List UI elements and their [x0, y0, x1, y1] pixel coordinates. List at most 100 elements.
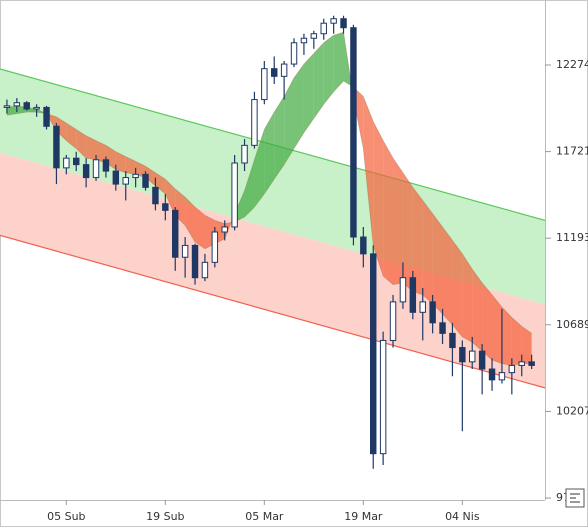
x-tick-label: 19 Sub [146, 510, 184, 523]
tool-icon[interactable] [565, 488, 585, 508]
candle-body [241, 144, 248, 164]
ma-cloud [511, 317, 522, 366]
ma-cloud [244, 159, 255, 217]
tool-icon-glyph [570, 493, 580, 503]
candle-body [13, 102, 21, 107]
ma-cloud [274, 96, 285, 180]
candle-body [310, 33, 318, 39]
y-tick-label: 12274 [556, 58, 588, 71]
candle-body [211, 231, 219, 263]
x-tick-label: 04 Nis [445, 510, 480, 523]
ma-cloud [492, 294, 502, 364]
ma-cloud [313, 42, 324, 119]
ma-cloud [185, 197, 196, 243]
ma-cloud [294, 64, 304, 149]
candle-body [162, 203, 169, 211]
ma-cloud [145, 166, 156, 186]
ma-cloud [462, 253, 473, 343]
candle-body [63, 157, 70, 169]
ma-cloud [402, 172, 413, 292]
candle-body [251, 99, 258, 146]
candle-body [231, 162, 238, 228]
candle-body [132, 173, 139, 179]
x-tick-label: 05 Sub [47, 510, 85, 523]
candle-body [478, 350, 486, 370]
channel-lower-band [0, 152, 545, 388]
candle-body [3, 105, 11, 108]
candle-body [389, 301, 397, 341]
y-tick-label: 11721 [556, 145, 588, 158]
y-tick-label: 10207 [556, 404, 588, 417]
ma-cloud [482, 282, 493, 361]
ma-cloud [36, 108, 47, 114]
ma-cloud [254, 129, 265, 208]
candle-body [340, 18, 347, 29]
candle-body [488, 368, 496, 381]
ma-cloud [96, 140, 106, 164]
candle-body [498, 372, 506, 381]
ma-cloud [432, 213, 443, 315]
candle-body [518, 361, 525, 366]
candle-body [73, 157, 80, 166]
ma-cloud [125, 156, 136, 175]
ma-cloud [422, 200, 433, 304]
ma-cloud [56, 116, 67, 141]
candle-body [201, 261, 209, 279]
candle-body [92, 159, 100, 179]
ma-cloud [284, 77, 295, 165]
candle-body [370, 253, 377, 455]
ma-cloud [521, 326, 532, 364]
candle-body [508, 364, 516, 374]
candle-body [261, 68, 268, 101]
candle-body [439, 322, 446, 334]
ma-cloud [452, 240, 463, 337]
candle-body [142, 173, 149, 188]
ma-cloud [383, 140, 394, 285]
candle-body [300, 37, 308, 44]
ma-cloud [195, 207, 205, 249]
candle-body [320, 22, 327, 35]
ma-cloud [155, 172, 166, 194]
candle-body [191, 244, 199, 279]
candle-body [172, 209, 179, 258]
ma-cloud [135, 161, 146, 178]
slow-ma-line [6, 80, 532, 334]
candle-body [360, 236, 367, 255]
candle-body [112, 170, 120, 185]
candle-body [43, 106, 50, 127]
candle-body [330, 18, 337, 24]
candle-body [280, 63, 288, 77]
ma-cloud [115, 151, 126, 173]
ma-cloud [6, 105, 17, 116]
y-tick-label: 11193 [556, 231, 588, 244]
ma-cloud [303, 53, 314, 133]
y-tick-label: 10689 [556, 318, 588, 331]
ma-cloud [373, 121, 384, 277]
ma-cloud [442, 226, 453, 325]
candle-body [23, 102, 30, 110]
candle-body [271, 68, 278, 77]
x-tick-label: 05 Mar [245, 510, 284, 523]
candle-body [459, 347, 466, 363]
ma-cloud [393, 158, 403, 285]
channel-lower-line [0, 234, 545, 389]
candle-body [409, 277, 417, 313]
candle-body [53, 125, 60, 169]
plot-area [0, 15, 545, 469]
ma-cloud [264, 112, 275, 194]
candle-body [469, 350, 476, 363]
ma-cloud [333, 32, 344, 92]
candle-body [102, 159, 110, 172]
x-tick-label: 19 Mar [344, 510, 383, 523]
candle-body [379, 339, 387, 455]
ma-cloud [86, 135, 97, 160]
candle-body [290, 42, 298, 65]
ma-cloud [501, 307, 512, 366]
candle-body [33, 106, 40, 110]
ma-cloud [363, 96, 374, 246]
candle-body [221, 226, 228, 233]
candle-body [449, 332, 456, 349]
ma-cloud [472, 269, 483, 352]
